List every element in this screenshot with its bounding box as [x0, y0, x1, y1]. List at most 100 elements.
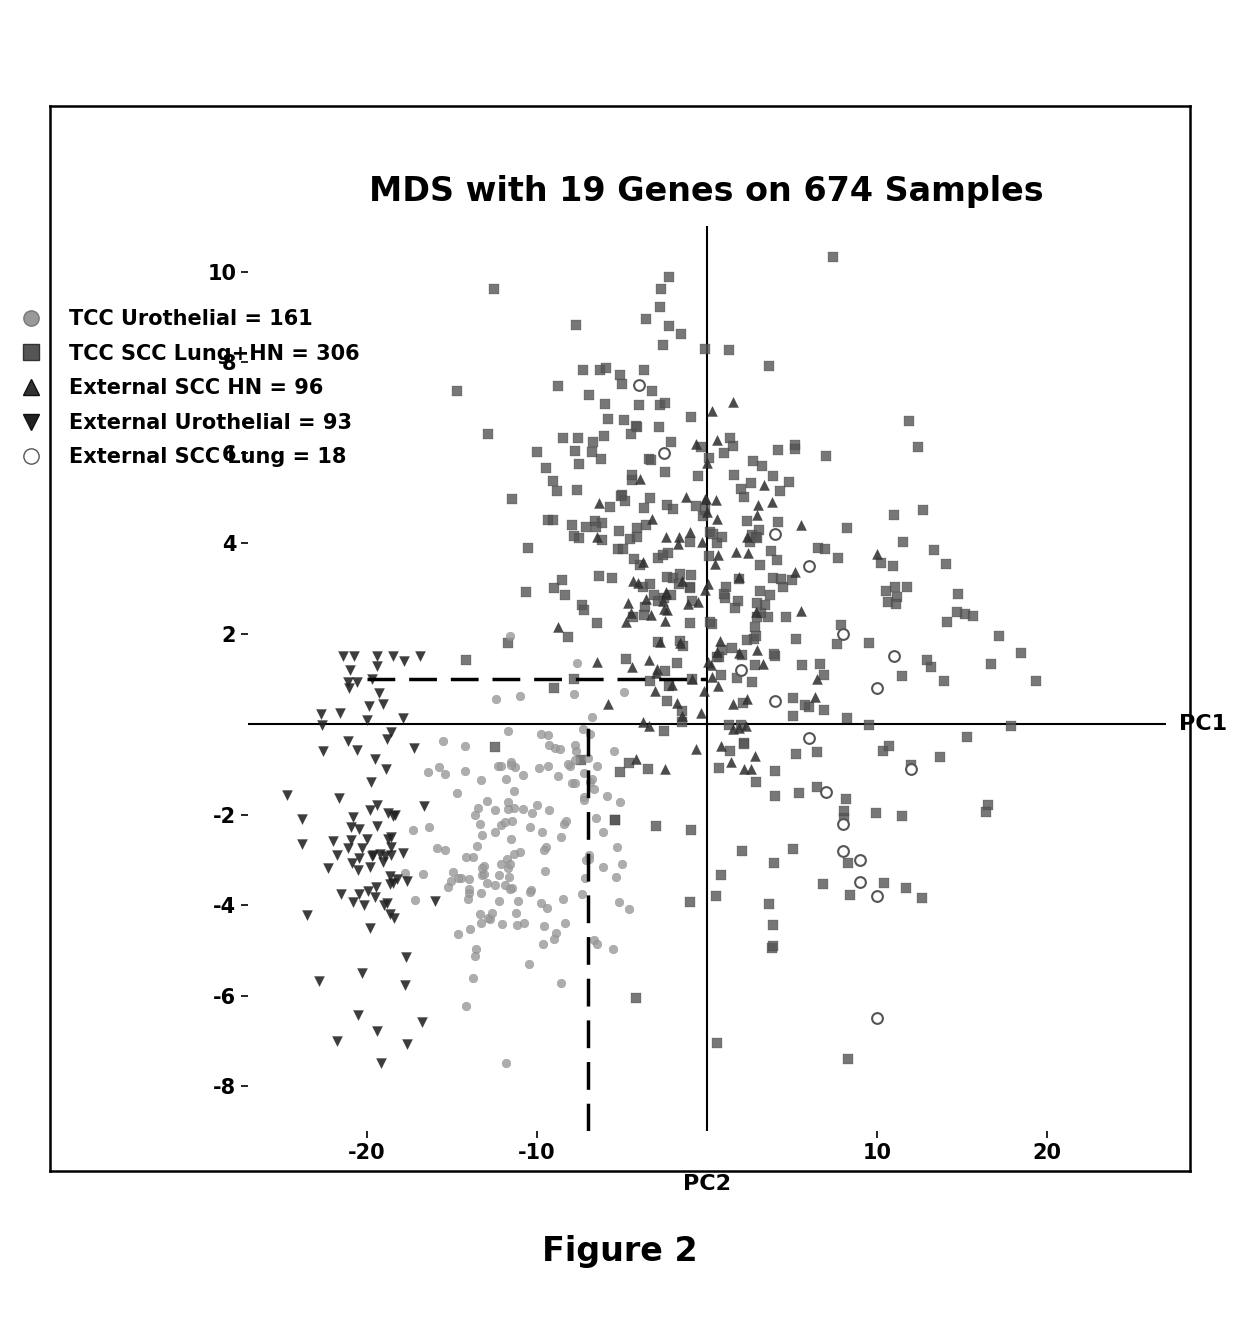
Point: [327, 1030, 347, 1051]
Point: [686, 739, 706, 760]
Point: [569, 454, 589, 475]
Point: [605, 809, 625, 831]
Point: [564, 683, 584, 704]
Point: [698, 651, 718, 672]
Point: [367, 646, 387, 667]
Legend: TCC Urothelial = 161, TCC SCC Lung+HN = 306, External SCC HN = 96, External Urot: TCC Urothelial = 161, TCC SCC Lung+HN = …: [11, 309, 360, 467]
Point: [667, 652, 687, 673]
Point: [722, 638, 742, 659]
Point: [579, 772, 599, 793]
Point: [686, 433, 706, 454]
Point: [614, 410, 634, 431]
Point: [485, 800, 505, 821]
Point: [569, 527, 589, 548]
Point: [657, 691, 677, 712]
Point: [577, 849, 596, 870]
Point: [621, 656, 641, 677]
Point: [553, 889, 573, 910]
Point: [729, 717, 749, 739]
Point: [324, 831, 343, 852]
Point: [655, 598, 675, 619]
Point: [603, 567, 622, 588]
Point: [629, 395, 649, 417]
Point: [634, 711, 653, 732]
Point: [681, 406, 701, 427]
Point: [412, 1012, 432, 1033]
Point: [924, 539, 944, 560]
Point: [455, 736, 475, 757]
Point: [887, 594, 906, 615]
Point: [1025, 669, 1045, 691]
Point: [619, 898, 639, 920]
Point: [564, 524, 584, 546]
Point: [707, 490, 727, 511]
Point: [378, 828, 398, 849]
Point: [370, 844, 389, 865]
Point: [978, 795, 998, 816]
Point: [656, 759, 676, 780]
Point: [981, 654, 1001, 675]
Point: [590, 359, 610, 381]
Point: [740, 531, 760, 552]
Point: [640, 487, 660, 508]
Point: [527, 795, 547, 816]
Point: [673, 636, 693, 658]
Point: [539, 800, 559, 821]
Point: [471, 912, 491, 933]
Point: [867, 885, 887, 906]
Point: [404, 737, 424, 759]
Point: [604, 938, 624, 960]
Point: [750, 580, 770, 602]
Point: [650, 395, 670, 417]
Point: [347, 672, 367, 693]
Point: [492, 913, 512, 934]
Point: [698, 447, 718, 469]
Point: [383, 908, 403, 929]
Point: [350, 884, 370, 905]
Point: [729, 643, 749, 664]
Point: [763, 466, 782, 487]
Point: [709, 757, 729, 779]
Point: [477, 906, 497, 928]
Point: [639, 650, 658, 671]
Point: [696, 488, 715, 510]
Point: [606, 866, 626, 888]
Point: [358, 881, 378, 902]
Point: [749, 494, 769, 515]
Point: [807, 668, 827, 689]
Point: [640, 671, 660, 692]
Point: [373, 852, 393, 873]
Point: [833, 840, 853, 861]
Point: [626, 748, 646, 769]
Point: [815, 699, 835, 720]
Point: [330, 703, 350, 724]
Point: [742, 759, 761, 780]
Point: [935, 671, 955, 692]
Point: [476, 791, 496, 812]
Point: [579, 849, 599, 870]
Point: [485, 874, 505, 896]
Point: [425, 890, 445, 912]
Point: [759, 893, 779, 914]
Point: [538, 510, 558, 531]
Point: [448, 924, 467, 945]
Point: [946, 180, 966, 201]
Point: [668, 534, 688, 555]
Point: [749, 519, 769, 540]
Point: [585, 510, 605, 531]
Point: [702, 666, 722, 687]
Point: [599, 693, 619, 715]
Point: [937, 611, 957, 632]
Point: [563, 514, 583, 535]
Point: [584, 779, 604, 800]
Point: [505, 756, 525, 777]
Point: [784, 688, 804, 709]
Point: [720, 740, 740, 761]
Point: [498, 792, 518, 813]
Point: [681, 820, 701, 841]
Point: [763, 936, 782, 957]
Point: [761, 491, 781, 512]
Point: [610, 484, 630, 506]
Point: [737, 527, 756, 548]
Point: [646, 663, 666, 684]
